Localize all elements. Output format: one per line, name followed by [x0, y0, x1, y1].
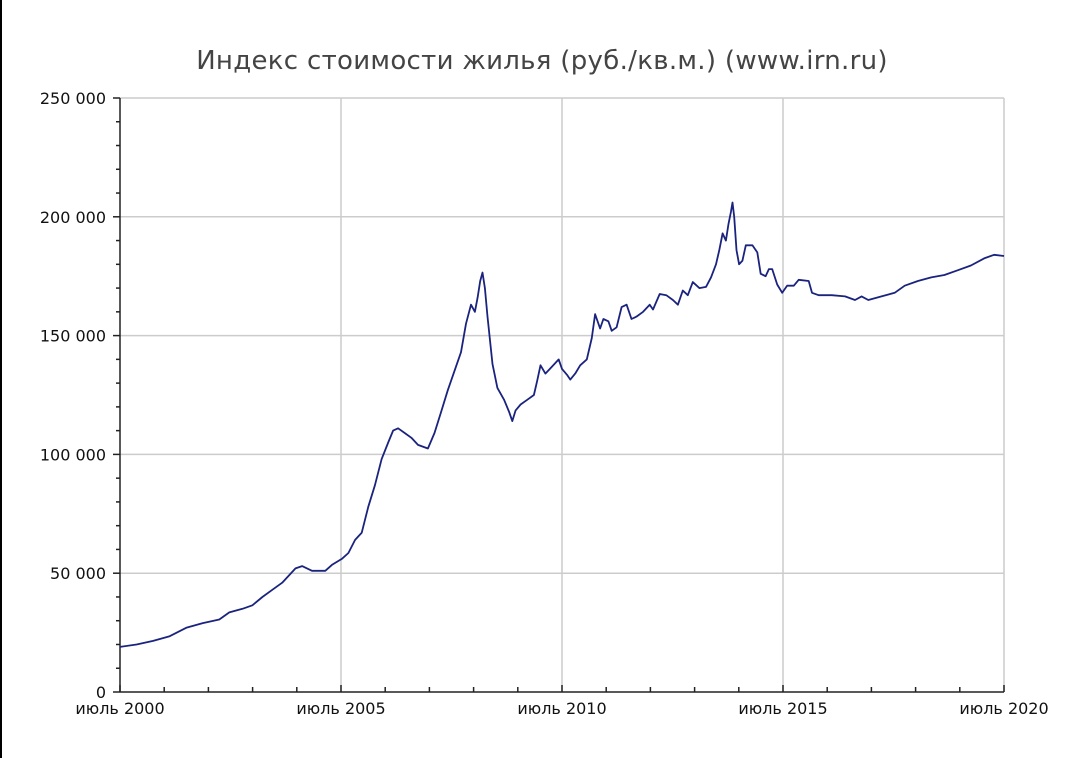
x-tick-label: июль 2000 — [75, 699, 164, 718]
chart-title: Индекс стоимости жилья (руб./кв.м.) (www… — [196, 46, 888, 76]
y-tick-label: 250 000 — [40, 89, 106, 108]
x-tick-label: июль 2010 — [517, 699, 606, 718]
x-tick-label: июль 2015 — [738, 699, 827, 718]
x-tick-label: июль 2005 — [296, 699, 385, 718]
y-tick-label: 100 000 — [40, 445, 106, 464]
y-tick-label: 0 — [96, 683, 106, 702]
y-tick-label: 50 000 — [50, 564, 106, 583]
y-tick-label: 200 000 — [40, 208, 106, 227]
series-line — [119, 201, 1005, 648]
y-tick-label: 150 000 — [40, 327, 106, 346]
x-tick-label: июль 2020 — [959, 699, 1048, 718]
